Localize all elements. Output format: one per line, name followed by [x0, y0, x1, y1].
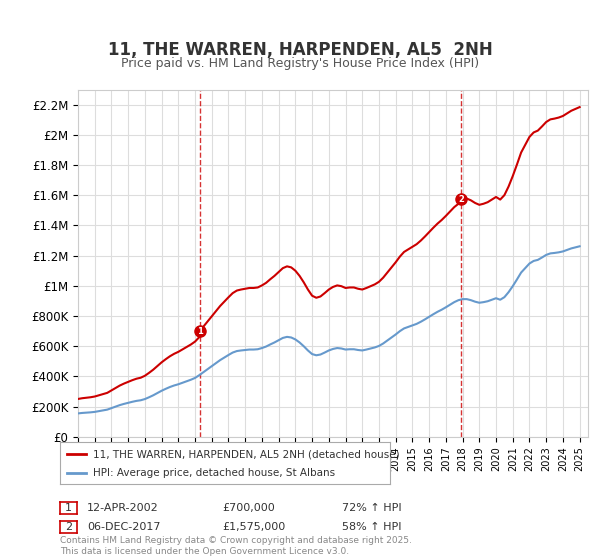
Text: 12-APR-2002: 12-APR-2002 [87, 503, 159, 513]
Text: £1,575,000: £1,575,000 [222, 522, 285, 532]
Text: 11, THE WARREN, HARPENDEN, AL5  2NH: 11, THE WARREN, HARPENDEN, AL5 2NH [107, 41, 493, 59]
Text: 58% ↑ HPI: 58% ↑ HPI [342, 522, 401, 532]
Text: 1: 1 [65, 503, 72, 513]
Text: 1: 1 [197, 326, 203, 335]
Text: HPI: Average price, detached house, St Albans: HPI: Average price, detached house, St A… [93, 468, 335, 478]
Text: 2: 2 [458, 194, 464, 203]
Text: 72% ↑ HPI: 72% ↑ HPI [342, 503, 401, 513]
Text: Price paid vs. HM Land Registry's House Price Index (HPI): Price paid vs. HM Land Registry's House … [121, 57, 479, 70]
Text: Contains HM Land Registry data © Crown copyright and database right 2025.
This d: Contains HM Land Registry data © Crown c… [60, 536, 412, 556]
Text: 2: 2 [65, 522, 72, 532]
Text: 06-DEC-2017: 06-DEC-2017 [87, 522, 161, 532]
Text: £700,000: £700,000 [222, 503, 275, 513]
Text: 11, THE WARREN, HARPENDEN, AL5 2NH (detached house): 11, THE WARREN, HARPENDEN, AL5 2NH (deta… [93, 449, 400, 459]
